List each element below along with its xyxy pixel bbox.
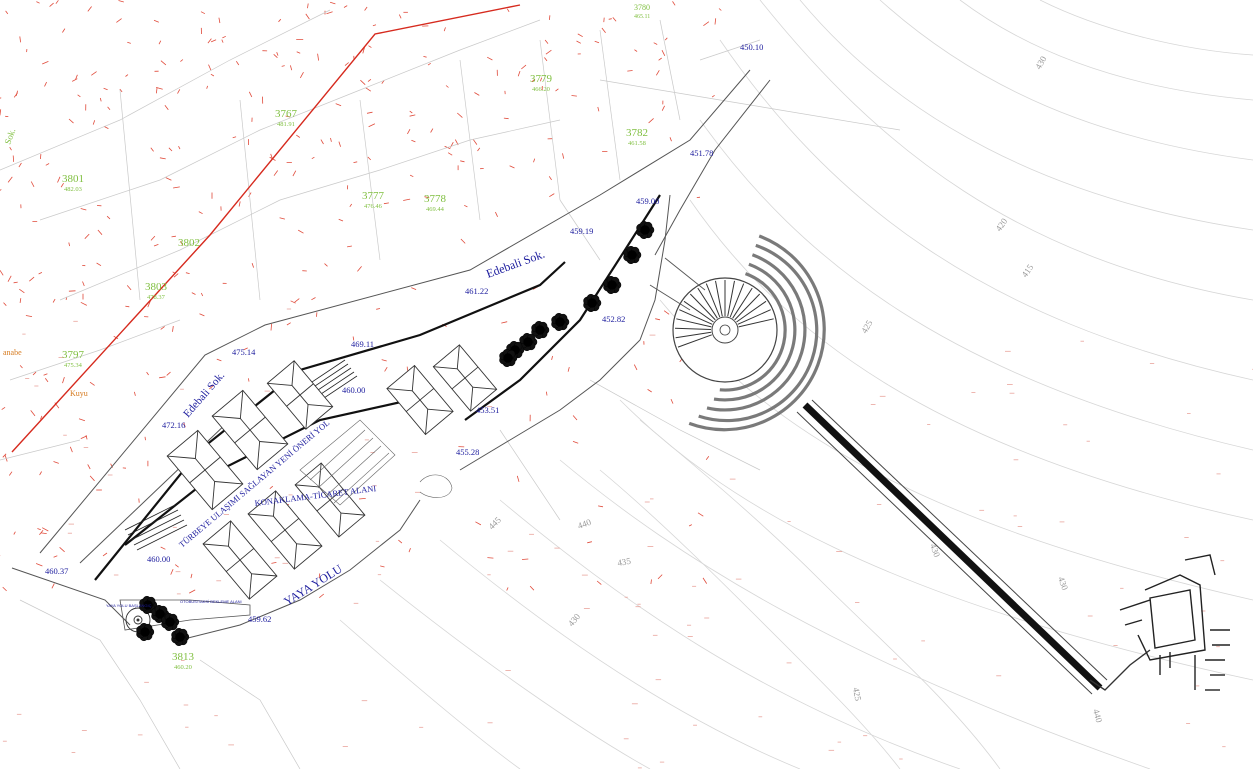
- zone-label-plaza-right: OTOBÜS/TAKSİ BEKLEME ALANI: [180, 599, 242, 604]
- parcel-label: 3802: [178, 237, 200, 249]
- parcel-label: 3767 481.91: [275, 108, 298, 128]
- buildings: [166, 344, 498, 600]
- contour-label: 445: [486, 514, 503, 531]
- elevation-label: 460.00: [147, 554, 170, 564]
- elevation-label: 472.16: [162, 420, 185, 430]
- contour-label: 430: [566, 611, 583, 628]
- parcel-label: 3778 469.44: [424, 193, 447, 213]
- parcel-label: 3801 482.03: [62, 173, 84, 193]
- amphitheatre: [649, 234, 826, 432]
- svg-text:3813: 3813: [172, 651, 195, 663]
- parcel-label: 3777 476.46: [362, 190, 385, 210]
- svg-text:476.46: 476.46: [364, 203, 383, 210]
- elevation-label: 450.10: [740, 42, 763, 52]
- contour-label: 430: [1033, 54, 1049, 71]
- svg-text:3779: 3779: [530, 73, 553, 85]
- svg-text:3803: 3803: [145, 281, 168, 293]
- elevation-label: 451.78: [690, 148, 713, 158]
- contour-label: 425: [859, 318, 875, 335]
- svg-text:482.03: 482.03: [64, 186, 82, 193]
- elevation-labels: 450.10 451.78 459.00 459.19 461.22 452.8…: [45, 42, 763, 624]
- mausoleum-structure: [1119, 554, 1230, 691]
- contour-label: 430: [1056, 575, 1070, 592]
- elevation-label: 453.51: [476, 405, 499, 415]
- contour-label: 435: [617, 556, 633, 568]
- elevation-label: 460.00: [342, 385, 365, 395]
- svg-text:3797: 3797: [62, 349, 85, 361]
- svg-text:475.34: 475.34: [64, 362, 83, 369]
- parcel-labels: 3779 466.20 3767 481.91 3782 461.58 3801…: [62, 3, 650, 671]
- svg-text:466.20: 466.20: [532, 86, 550, 93]
- contour-label: 420: [993, 216, 1009, 233]
- elevation-label: 475.14: [232, 347, 256, 357]
- svg-text:481.91: 481.91: [277, 121, 295, 128]
- road-label-edebali-upper: Edebali Sok.: [484, 247, 546, 281]
- elevation-label: 459.62: [248, 614, 271, 624]
- parcel-label: 3813 460.20: [172, 651, 195, 671]
- svg-text:3802: 3802: [178, 237, 200, 249]
- svg-text:3782: 3782: [626, 127, 648, 139]
- zone-label-plaza-left: YAYA YOLU BAŞLANGIÇ: [106, 603, 152, 608]
- trees: [136, 220, 655, 647]
- svg-text:478.37: 478.37: [147, 294, 166, 301]
- parcel-label: 3780 465.11: [634, 3, 650, 20]
- cadastral-parcel-lines: [0, 9, 901, 769]
- contour-label: 425: [851, 687, 863, 703]
- svg-text:3780: 3780: [634, 3, 650, 12]
- svg-text:461.58: 461.58: [628, 140, 646, 147]
- parcel-label: 3797 475.34: [62, 349, 85, 369]
- elevation-label: 459.19: [570, 226, 593, 236]
- elevation-label: 455.28: [456, 447, 479, 457]
- road-label-footpath: YAYA YOLU: [281, 561, 345, 608]
- contour-label: 415: [1019, 262, 1035, 279]
- place-label-well: Kuyu: [70, 389, 88, 398]
- road-corridor: [11, 69, 771, 641]
- elevation-label: 452.82: [602, 314, 625, 324]
- svg-text:3767: 3767: [275, 108, 298, 120]
- entrance-plaza: [119, 599, 251, 633]
- svg-text:469.44: 469.44: [426, 206, 445, 213]
- parcel-label: 3803 478.37: [145, 281, 168, 301]
- parcel-label: 3782 461.58: [626, 127, 648, 147]
- parcel-label: 3779 466.20: [530, 73, 553, 93]
- contour-label: 440: [1091, 708, 1104, 724]
- contour-label: 430: [928, 542, 942, 559]
- contour-label: 440: [576, 517, 593, 531]
- svg-text:460.20: 460.20: [174, 664, 192, 671]
- elevation-label: 469.11: [351, 339, 374, 349]
- svg-text:3801: 3801: [62, 173, 84, 185]
- elevation-label: 460.37: [45, 566, 68, 576]
- boundary-line: [11, 4, 521, 453]
- walkway-bridge: [796, 399, 1151, 695]
- elevation-label: 459.00: [636, 196, 659, 206]
- road-ramp-hatch: [124, 359, 358, 551]
- place-label-edge: anabe: [3, 348, 22, 357]
- svg-text:3777: 3777: [362, 190, 385, 202]
- svg-text:465.11: 465.11: [634, 14, 650, 20]
- svg-text:3778: 3778: [424, 193, 447, 205]
- place-label-street-fragment: Sok.: [2, 127, 17, 146]
- elevation-label: 461.22: [465, 286, 488, 296]
